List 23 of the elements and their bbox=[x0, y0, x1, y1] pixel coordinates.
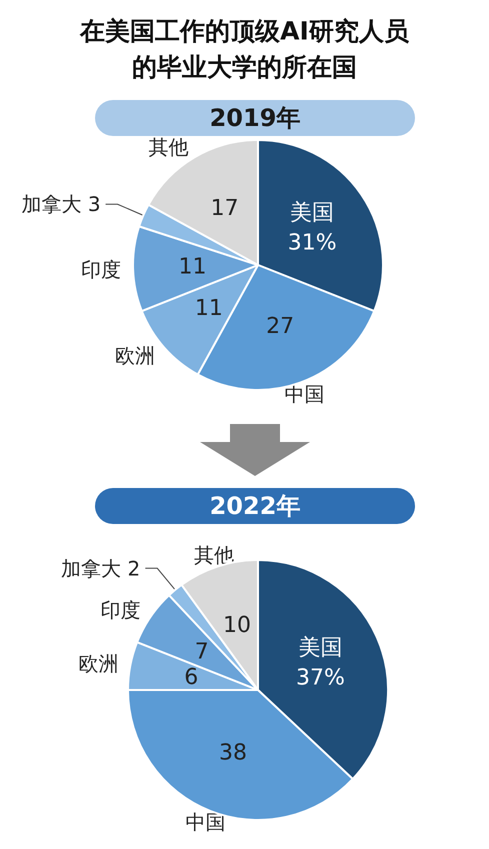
slice-label: 加拿大 2 bbox=[61, 556, 140, 580]
data-label: 6 bbox=[184, 664, 198, 690]
data-label: 11 bbox=[194, 296, 223, 321]
chart-subtitle: 2022年 bbox=[210, 492, 300, 520]
chart-subtitle: 2019年 bbox=[210, 104, 300, 132]
slice-label: 印度 bbox=[81, 257, 122, 282]
slice-label: 美国 bbox=[290, 200, 334, 226]
data-label: 11 bbox=[178, 254, 207, 280]
data-label: 37% bbox=[296, 665, 345, 690]
chart-title: 在美国工作的顶级AI研究人员的毕业大学的所在国 bbox=[79, 16, 410, 82]
data-label: 10 bbox=[222, 612, 251, 638]
slice-label: 中国 bbox=[284, 382, 324, 406]
data-label: 38 bbox=[218, 740, 247, 766]
slice-label: 印度 bbox=[100, 598, 141, 622]
data-label: 31% bbox=[288, 230, 337, 256]
slice-label: 美国 bbox=[298, 635, 342, 660]
data-label: 7 bbox=[194, 639, 209, 664]
data-label: 17 bbox=[210, 196, 239, 222]
slice-label: 欧洲 bbox=[115, 344, 156, 368]
slice-label: 加拿大 3 bbox=[21, 192, 101, 216]
slice-label: 其他 bbox=[148, 135, 188, 160]
data-label: 27 bbox=[266, 314, 294, 340]
slice-label: 欧洲 bbox=[78, 651, 119, 676]
